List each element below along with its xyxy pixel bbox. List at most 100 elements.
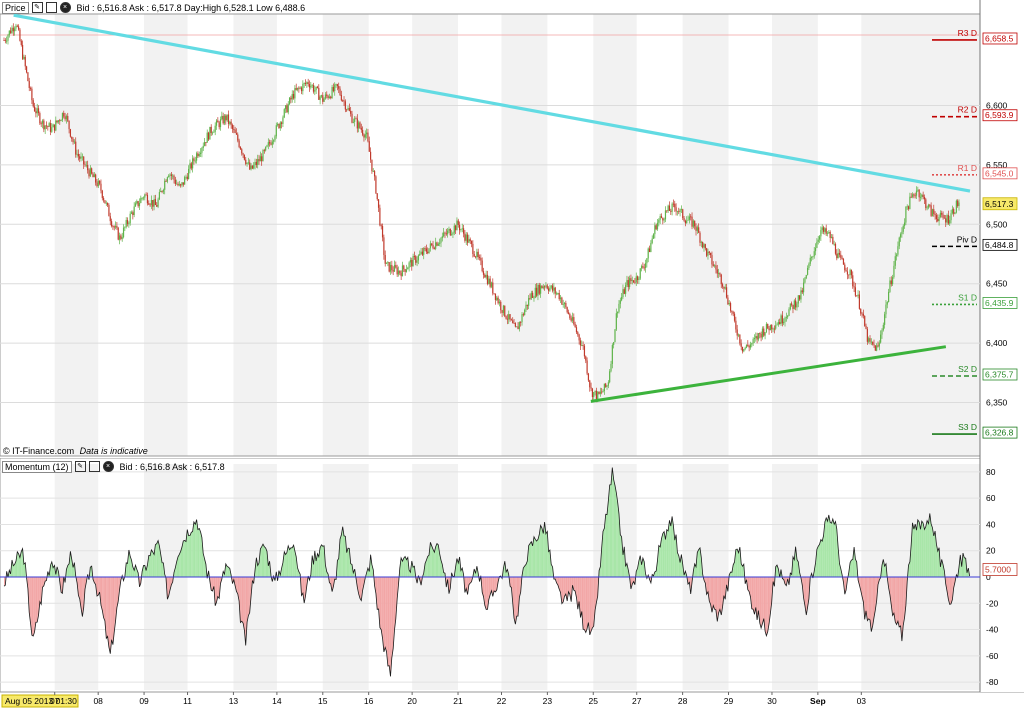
candle <box>339 86 341 97</box>
momentum-area-segment <box>200 531 202 577</box>
candle <box>719 272 721 277</box>
candle <box>41 119 44 129</box>
candle <box>69 128 72 138</box>
momentum-area-segment <box>826 517 828 577</box>
candle <box>408 261 410 272</box>
candle <box>24 54 26 70</box>
candle <box>221 111 223 121</box>
candle-body <box>890 280 892 285</box>
candle-body <box>267 142 269 146</box>
wrench-icon[interactable]: ✎ <box>74 461 86 472</box>
momentum-area-segment <box>940 559 942 577</box>
candle-body <box>323 98 325 102</box>
candle <box>383 234 385 260</box>
momentum-area-segment <box>528 543 530 577</box>
candle-body <box>898 237 900 247</box>
momentum-area-segment <box>116 577 119 608</box>
candle <box>614 328 616 343</box>
candle <box>513 318 515 324</box>
candle-body <box>872 341 874 345</box>
candle <box>899 232 902 242</box>
candle <box>409 257 412 268</box>
candle <box>372 168 374 173</box>
candle-body <box>614 329 616 343</box>
candle-body <box>300 87 303 92</box>
momentum-area-segment <box>292 545 294 577</box>
candle-body <box>158 192 161 200</box>
candle-body <box>431 243 433 245</box>
close-icon[interactable]: × <box>102 461 114 472</box>
momentum-panel[interactable]: 80 60 40 20 0 -20 -40 -60 -80 5.7000 Momentum (12… <box>0 458 1024 692</box>
candle-body <box>682 209 684 219</box>
candle-body <box>571 317 574 321</box>
momentum-area-segment <box>573 577 576 592</box>
candle-body <box>759 333 761 334</box>
candle <box>915 186 918 199</box>
momentum-area-segment <box>201 537 204 577</box>
window-icon[interactable] <box>88 461 100 472</box>
momentum-area-segment <box>581 577 584 630</box>
candle-body <box>785 317 787 319</box>
momentum-area-segment <box>867 577 869 621</box>
momentum-area-segment <box>340 534 342 577</box>
candle-body <box>853 286 855 288</box>
candle-body <box>197 153 199 157</box>
candle-body <box>351 113 353 123</box>
momentum-area-segment <box>632 577 634 584</box>
candle <box>186 172 188 182</box>
momentum-area-segment <box>592 577 594 628</box>
candle <box>448 226 450 234</box>
candle-body <box>749 344 752 348</box>
candle <box>170 171 172 181</box>
candle-body <box>752 339 754 344</box>
candle-body <box>542 286 544 289</box>
momentum-last-tag: 5.7000 <box>982 563 1018 576</box>
candle <box>447 228 449 238</box>
momentum-last-box <box>982 563 1018 576</box>
candle-body <box>266 145 268 147</box>
candle-body <box>832 236 834 245</box>
candle-body <box>708 251 710 253</box>
candle <box>780 313 782 326</box>
candle-body <box>833 243 835 245</box>
candle <box>23 54 25 61</box>
candle <box>812 255 814 260</box>
candle <box>452 231 454 238</box>
candle <box>789 303 791 311</box>
candle <box>581 340 583 347</box>
candle <box>51 123 53 133</box>
candle-body <box>937 218 939 222</box>
candle-body <box>157 199 159 207</box>
wrench-icon[interactable]: ✎ <box>31 2 43 13</box>
candle-body <box>736 329 738 336</box>
candle-body <box>873 344 875 346</box>
candle-body <box>210 126 212 133</box>
candle <box>735 316 737 333</box>
candle-body <box>125 220 127 227</box>
close-icon[interactable]: × <box>59 2 71 13</box>
candle <box>601 387 603 395</box>
candle-body <box>218 122 220 128</box>
candle <box>874 345 876 351</box>
candle-body <box>39 113 41 124</box>
candle-body <box>761 328 764 338</box>
candle-body <box>368 141 370 152</box>
candle-body <box>640 266 643 269</box>
candle <box>166 176 168 184</box>
candle-body <box>829 232 831 238</box>
candle <box>498 298 501 307</box>
candle-body <box>903 222 906 226</box>
candle-body <box>497 297 499 304</box>
candle-body <box>358 122 360 129</box>
momentum-area-segment <box>937 547 940 577</box>
candle <box>583 343 586 359</box>
candle <box>362 126 364 137</box>
candle-body <box>360 127 362 130</box>
window-icon[interactable] <box>45 2 57 13</box>
candle <box>788 307 790 317</box>
candle-body <box>391 265 393 271</box>
price-panel[interactable]: 6,350 6,400 6,450 6,500 6,550 6,600 R3 D 6,658.… <box>0 0 1024 458</box>
momentum-area-segment <box>677 552 679 577</box>
candle <box>95 173 97 186</box>
candle <box>396 264 398 277</box>
